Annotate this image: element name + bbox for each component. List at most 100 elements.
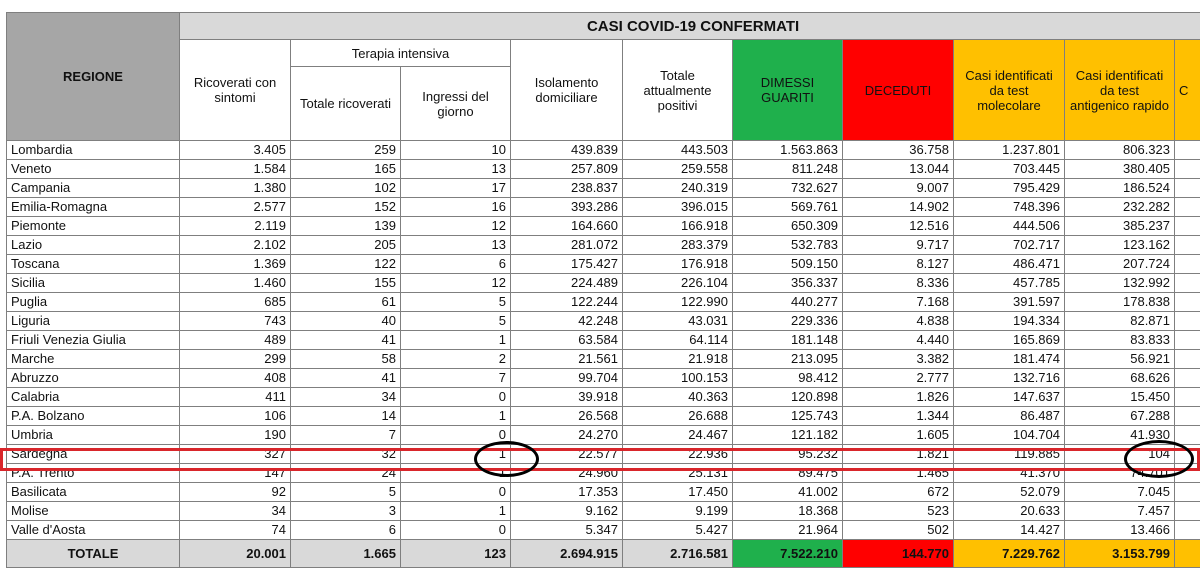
- table-cell: 41.930: [1064, 425, 1175, 445]
- region-name: Valle d'Aosta: [6, 520, 180, 540]
- table-cell: 213.095: [732, 349, 843, 369]
- table-cell: [1173, 349, 1200, 369]
- table-cell: 132.992: [1064, 273, 1175, 293]
- table-cell: [1173, 425, 1200, 445]
- table-cell: 139: [290, 216, 401, 236]
- table-cell: 1: [400, 330, 511, 350]
- table-cell: 14.902: [842, 197, 954, 217]
- region-name: Campania: [6, 178, 180, 198]
- table-cell: 240.319: [622, 178, 733, 198]
- table-cell: 12.516: [842, 216, 954, 236]
- table-cell: 4.440: [842, 330, 954, 350]
- region-header: REGIONE: [6, 12, 180, 141]
- table-cell: 21.964: [732, 520, 843, 540]
- table-cell: 24.467: [622, 425, 733, 445]
- table-row: P.A. Bolzano 106 14 1 26.568 26.688 125.743 1.3…: [6, 406, 1200, 426]
- table-cell: 283.379: [622, 235, 733, 255]
- region-name: Piemonte: [6, 216, 180, 236]
- table-cell: 743: [179, 311, 291, 331]
- table-cell: 106: [179, 406, 291, 426]
- table-cell: 125.743: [732, 406, 843, 426]
- table-cell: 21.561: [510, 349, 623, 369]
- table-cell: 396.015: [622, 197, 733, 217]
- table-cell: [1173, 235, 1200, 255]
- table-cell: 393.286: [510, 197, 623, 217]
- table-cell: 795.429: [953, 178, 1065, 198]
- table-row: P.A. Trento 147 24 1 24.960 25.131 89.475 1.465…: [6, 463, 1200, 483]
- table-cell: [1173, 444, 1200, 464]
- table-body: Lombardia 3.405 259 10 439.839 443.503 1.563.8…: [6, 140, 1200, 540]
- table-cell: 147: [179, 463, 291, 483]
- table-cell: 702.717: [953, 235, 1065, 255]
- table-cell: 259.558: [622, 159, 733, 179]
- table-cell: 74.701: [1064, 463, 1175, 483]
- table-cell: 281.072: [510, 235, 623, 255]
- table-cell: 40.363: [622, 387, 733, 407]
- table-row: Umbria 190 7 0 24.270 24.467 121.182 1.605 104.7…: [6, 425, 1200, 445]
- table-cell: 356.337: [732, 273, 843, 293]
- table-cell: 0: [400, 387, 511, 407]
- table-cell: 6: [400, 254, 511, 274]
- ricoverati-header: Ricoverati con sintomi: [179, 39, 291, 141]
- total-cell: 7.522.210: [732, 539, 843, 568]
- table-cell: 120.898: [732, 387, 843, 407]
- table-cell: 806.323: [1064, 140, 1175, 160]
- table-cell: 119.885: [953, 444, 1065, 464]
- table-cell: 13.466: [1064, 520, 1175, 540]
- table-cell: 12: [400, 216, 511, 236]
- table-cell: 166.918: [622, 216, 733, 236]
- table-cell: 26.688: [622, 406, 733, 426]
- table-cell: 3: [290, 501, 401, 521]
- table-cell: [1173, 273, 1200, 293]
- totals-row: TOTALE 20.001 1.665 123 2.694.915 2.716.…: [6, 539, 1200, 568]
- table-row: Puglia 685 61 5 122.244 122.990 440.277 7.168 39…: [6, 292, 1200, 312]
- table-cell: 26.568: [510, 406, 623, 426]
- table-cell: 9.162: [510, 501, 623, 521]
- table-cell: 408: [179, 368, 291, 388]
- table-cell: 32: [290, 444, 401, 464]
- table-cell: 147.637: [953, 387, 1065, 407]
- region-name: Abruzzo: [6, 368, 180, 388]
- total-cell: 7.229.762: [953, 539, 1065, 568]
- totals-label: TOTALE: [6, 539, 180, 568]
- total-cell: 1.665: [290, 539, 401, 568]
- table-cell: 20.633: [953, 501, 1065, 521]
- positivi-header: Totale attualmente positivi: [622, 39, 733, 141]
- table-cell: [1173, 501, 1200, 521]
- table-cell: 41.370: [953, 463, 1065, 483]
- table-cell: 380.405: [1064, 159, 1175, 179]
- table-cell: 89.475: [732, 463, 843, 483]
- table-cell: 2.102: [179, 235, 291, 255]
- table-cell: 0: [400, 520, 511, 540]
- table-cell: 7: [290, 425, 401, 445]
- region-name: Umbria: [6, 425, 180, 445]
- table-cell: 672: [842, 482, 954, 502]
- table-cell: 2.119: [179, 216, 291, 236]
- table-cell: 1: [400, 501, 511, 521]
- table-row: Friuli Venezia Giulia 489 41 1 63.584 64.114 1…: [6, 330, 1200, 350]
- table-cell: 1.369: [179, 254, 291, 274]
- table-cell: 1.821: [842, 444, 954, 464]
- table-cell: 122: [290, 254, 401, 274]
- region-name: Liguria: [6, 311, 180, 331]
- region-name: P.A. Bolzano: [6, 406, 180, 426]
- table-cell: 21.918: [622, 349, 733, 369]
- table-cell: 2.577: [179, 197, 291, 217]
- table-cell: 25.131: [622, 463, 733, 483]
- table-cell: 95.232: [732, 444, 843, 464]
- table-cell: [1173, 368, 1200, 388]
- table-cell: 391.597: [953, 292, 1065, 312]
- table-cell: 1.460: [179, 273, 291, 293]
- total-cell: 2.716.581: [622, 539, 733, 568]
- table-row: Valle d'Aosta 74 6 0 5.347 5.427 21.964 502 14.4…: [6, 520, 1200, 540]
- table-cell: 13: [400, 235, 511, 255]
- table-cell: 39.918: [510, 387, 623, 407]
- table-cell: 104: [1064, 444, 1175, 464]
- table-cell: 18.368: [732, 501, 843, 521]
- region-name: Marche: [6, 349, 180, 369]
- table-cell: 299: [179, 349, 291, 369]
- table-cell: 650.309: [732, 216, 843, 236]
- table-cell: 121.182: [732, 425, 843, 445]
- table-cell: 64.114: [622, 330, 733, 350]
- table-cell: 5.427: [622, 520, 733, 540]
